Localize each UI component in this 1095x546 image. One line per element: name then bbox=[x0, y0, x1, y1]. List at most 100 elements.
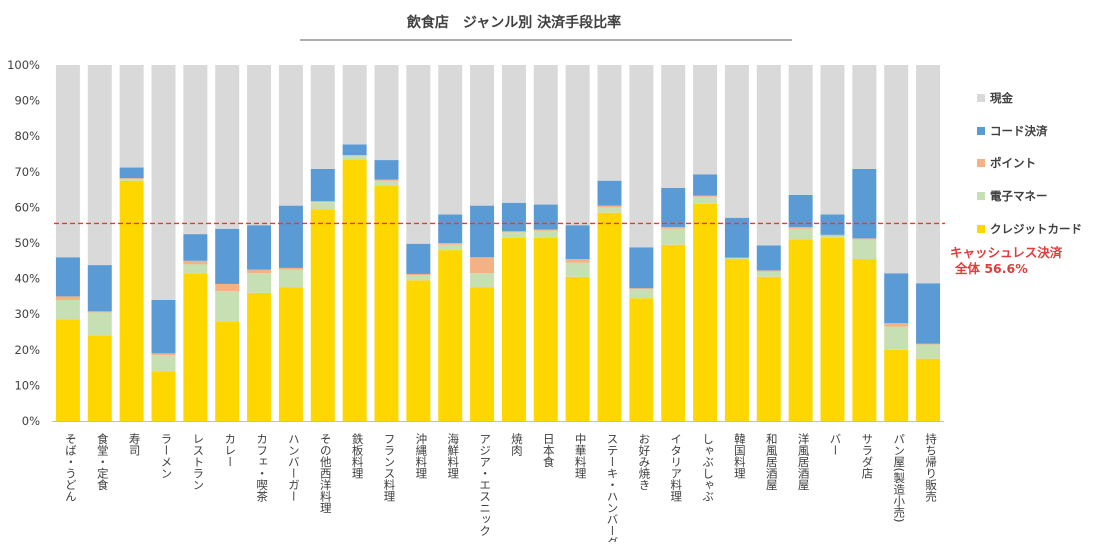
x-tick-label: そば・うどん bbox=[64, 433, 78, 502]
y-tick-label: 30% bbox=[14, 307, 40, 321]
x-tick-label: 日本食 bbox=[542, 433, 556, 468]
y-tick-label: 10% bbox=[14, 378, 40, 392]
bar-segment bbox=[852, 259, 876, 421]
bar-segment bbox=[661, 227, 685, 229]
bar-segment bbox=[629, 289, 653, 298]
reference-label-line1: キャッシュレス決済 bbox=[950, 245, 1063, 260]
bar-segment bbox=[183, 261, 207, 265]
bar-segment bbox=[789, 65, 813, 195]
bar-segment bbox=[852, 239, 876, 259]
bar-segment bbox=[120, 179, 144, 181]
bar-segment bbox=[629, 247, 653, 288]
bar-segment bbox=[502, 203, 526, 231]
bar-segment bbox=[56, 296, 80, 300]
bar-segment bbox=[88, 65, 112, 265]
bar-segment bbox=[343, 155, 367, 156]
legend-label: ポイント bbox=[990, 156, 1036, 170]
bar-segment bbox=[757, 65, 781, 245]
bar-segment bbox=[406, 275, 430, 280]
bar-segment bbox=[725, 259, 749, 421]
bars-group bbox=[56, 65, 940, 421]
x-axis: そば・うどん食堂・定食寿司ラーメンレストランカレーカフェ・喫茶ハンバーガーその他… bbox=[64, 432, 938, 542]
x-tick-label: その他西洋料理 bbox=[319, 433, 333, 514]
bar-segment bbox=[852, 169, 876, 238]
bar-segment bbox=[661, 188, 685, 227]
bar-segment bbox=[598, 206, 622, 208]
bar-segment bbox=[120, 178, 144, 179]
bar-segment bbox=[56, 65, 80, 257]
y-tick-label: 20% bbox=[14, 343, 40, 357]
bar-segment bbox=[311, 201, 335, 202]
x-tick-label: ステーキ・ハンバーグ bbox=[606, 433, 620, 542]
bar-segment bbox=[661, 229, 685, 245]
x-tick-label: しゃぶしゃぶ bbox=[701, 433, 715, 502]
x-tick-label: サラダ店 bbox=[860, 433, 874, 479]
y-tick-label: 70% bbox=[14, 165, 40, 179]
legend-label: コード決済 bbox=[990, 124, 1048, 138]
y-tick-label: 80% bbox=[14, 129, 40, 143]
bar-segment bbox=[534, 65, 558, 205]
y-tick-label: 60% bbox=[14, 200, 40, 214]
bar-segment bbox=[502, 231, 526, 232]
bar-segment bbox=[598, 207, 622, 212]
bar-segment bbox=[566, 263, 590, 277]
bar-segment bbox=[56, 320, 80, 421]
bar-segment bbox=[884, 323, 908, 327]
bar-segment bbox=[470, 206, 494, 258]
chart-title: 飲食店 ジャンル別 決済手段比率 bbox=[406, 14, 621, 31]
x-tick-label: カフェ・喫茶 bbox=[255, 433, 269, 502]
bar-segment bbox=[821, 65, 845, 215]
bar-segment bbox=[916, 359, 940, 421]
bar-segment bbox=[311, 65, 335, 169]
bar-segment bbox=[661, 245, 685, 421]
bar-segment bbox=[406, 280, 430, 421]
bar-segment bbox=[693, 204, 717, 421]
bar-segment bbox=[693, 197, 717, 204]
bar-segment bbox=[152, 355, 176, 371]
legend-swatch bbox=[977, 127, 985, 135]
bar-segment bbox=[438, 250, 462, 421]
bar-segment bbox=[215, 229, 239, 284]
legend-swatch bbox=[977, 94, 985, 102]
bar-segment bbox=[502, 238, 526, 421]
bar-segment bbox=[183, 273, 207, 421]
bar-segment bbox=[789, 195, 813, 227]
bar-segment bbox=[311, 209, 335, 421]
bar-segment bbox=[470, 288, 494, 422]
bar-segment bbox=[438, 65, 462, 215]
bar-segment bbox=[629, 65, 653, 247]
bar-segment bbox=[598, 213, 622, 421]
bar-segment bbox=[821, 235, 845, 236]
bar-segment bbox=[789, 227, 813, 229]
bar-segment bbox=[884, 327, 908, 350]
bar-segment bbox=[311, 202, 335, 209]
y-tick-label: 100% bbox=[7, 58, 40, 72]
bar-segment bbox=[343, 65, 367, 144]
x-tick-label: 寿司 bbox=[128, 432, 142, 456]
bar-segment bbox=[183, 65, 207, 234]
bar-segment bbox=[406, 274, 430, 275]
bar-segment bbox=[502, 65, 526, 203]
bar-segment bbox=[215, 65, 239, 229]
bar-segment bbox=[534, 231, 558, 238]
bar-segment bbox=[88, 265, 112, 311]
bar-segment bbox=[279, 65, 303, 206]
bar-segment bbox=[566, 277, 590, 421]
bar-segment bbox=[502, 232, 526, 237]
bar-segment bbox=[247, 293, 271, 421]
bar-segment bbox=[916, 283, 940, 344]
bar-segment bbox=[247, 273, 271, 293]
bar-segment bbox=[375, 65, 399, 160]
bar-segment bbox=[757, 245, 781, 270]
x-tick-label: 食堂・定食 bbox=[96, 432, 110, 491]
bar-segment bbox=[311, 169, 335, 201]
x-tick-label: 中華料理 bbox=[574, 433, 588, 479]
bar-segment bbox=[88, 311, 112, 312]
bar-segment bbox=[247, 65, 271, 225]
legend-swatch bbox=[977, 159, 985, 167]
bar-segment bbox=[821, 236, 845, 238]
bar-segment bbox=[279, 288, 303, 422]
x-tick-label: 焼肉 bbox=[510, 433, 524, 456]
bar-segment bbox=[693, 174, 717, 195]
